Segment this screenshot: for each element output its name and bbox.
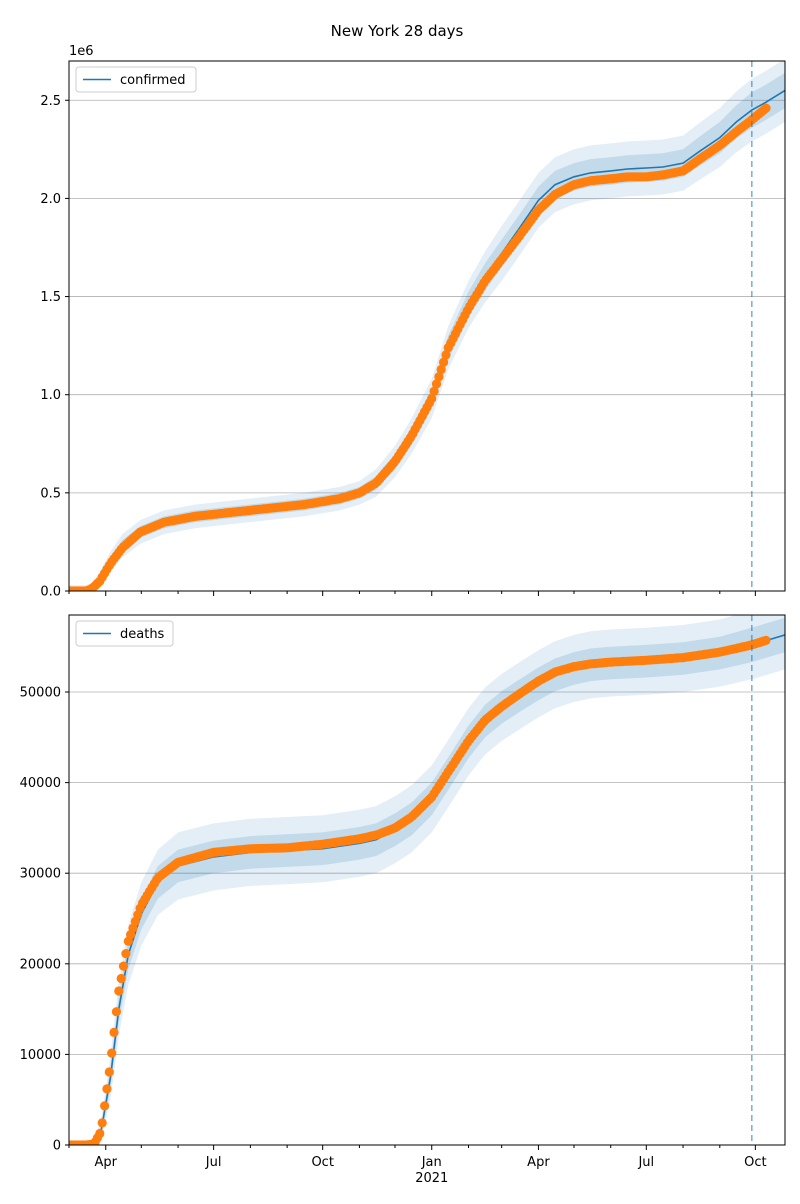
y-tick-label: 0.0: [40, 585, 61, 600]
y-tick-label: 10000: [20, 1048, 61, 1063]
axes-frame: [68, 60, 786, 592]
data-point: [95, 1128, 105, 1139]
plot-area: [69, 615, 785, 1145]
legend-box: [75, 620, 174, 647]
plot-area: [69, 61, 785, 591]
data-point: [102, 1084, 112, 1094]
y-tick-label: 0.5: [40, 486, 61, 501]
y-tick-label: 0: [53, 1139, 61, 1154]
x-tick-label: Apr: [94, 1155, 117, 1170]
x-year-label: 2021: [415, 1171, 448, 1186]
data-point: [761, 103, 771, 113]
data-point: [97, 1118, 107, 1128]
x-tick-label: Apr: [527, 1155, 550, 1170]
data-point: [104, 1067, 114, 1077]
x-tick-label: Oct: [744, 1155, 766, 1170]
y-tick-label: 50000: [20, 686, 61, 701]
data-point: [109, 1027, 119, 1037]
band-outer: [69, 615, 785, 1145]
data-point: [431, 379, 442, 389]
data-point: [441, 350, 451, 360]
data-point: [107, 1048, 117, 1058]
x-tick-label: Jul: [637, 1155, 654, 1170]
band-inner: [69, 617, 785, 1145]
y-tick-label: 2.0: [40, 192, 61, 207]
legend-label: deaths: [120, 627, 165, 642]
deaths-panel: 0 10000 20000 30000 40000 50000 Apr Jul Oct Jan Ap…: [20, 614, 786, 1186]
x-tick-label: Oct: [311, 1155, 333, 1170]
observed-points: [69, 103, 771, 591]
y-tick-label: 40000: [20, 776, 61, 791]
data-point: [116, 973, 126, 984]
data-point: [427, 394, 437, 404]
data-point: [114, 986, 124, 996]
y-tick-label: 1.0: [40, 388, 61, 403]
data-point: [121, 949, 131, 959]
y-tick-label: 30000: [20, 867, 61, 882]
legend: deaths: [75, 620, 174, 647]
band-outer: [69, 61, 785, 591]
y-tick-label: 2.5: [40, 94, 61, 109]
data-point: [436, 364, 446, 375]
legend-box: [75, 66, 197, 93]
chart-title: New York 28 days: [331, 22, 464, 40]
y-tick-label: 20000: [20, 957, 61, 972]
data-point: [434, 372, 444, 382]
confirmed-panel: 0.0 0.5 1.0 1.5 2.0 2.5 1e6 confirmed: [40, 44, 786, 600]
y-scale-label: 1e6: [69, 44, 94, 59]
legend: confirmed: [75, 66, 197, 93]
data-point: [429, 386, 439, 396]
x-tick-label: Jul: [205, 1155, 222, 1170]
data-point: [100, 1101, 110, 1111]
observed-points: [69, 635, 771, 1145]
x-tick-label: Jan: [421, 1155, 442, 1170]
data-point: [111, 1007, 121, 1017]
data-point: [118, 961, 129, 971]
data-point: [761, 635, 771, 646]
legend-label: confirmed: [120, 73, 186, 88]
y-tick-label: 1.5: [40, 290, 61, 305]
axes-frame: [68, 614, 786, 1146]
data-point: [439, 357, 449, 367]
